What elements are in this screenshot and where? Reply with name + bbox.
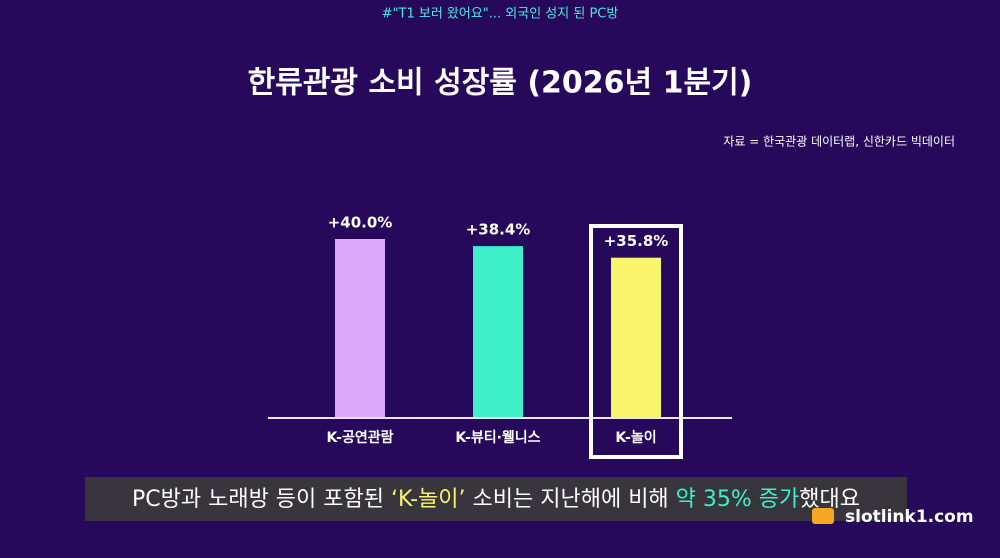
value-label: +38.4%: [466, 221, 531, 239]
caption-part: ‘K-놀이’: [391, 487, 466, 512]
value-label: +40.0%: [328, 214, 393, 232]
header: #"T1 보러 왔어요"... 외국인 성지 된 PC방: [382, 7, 619, 22]
watermark: slotlink1.com: [845, 507, 974, 527]
x-tick-label: K-공연관람: [327, 429, 394, 446]
caption-part: 약 35% 증가: [676, 487, 800, 512]
bar: [611, 257, 661, 417]
x-tick-label: K-뷰티·웰니스: [455, 430, 540, 446]
chart-title: 한류관광 소비 성장률 (2026년 1분기): [248, 66, 753, 101]
watermark-icon: [812, 508, 834, 524]
value-label: +35.8%: [604, 232, 669, 250]
caption-part: 했대요: [799, 487, 860, 512]
caption-bar: [85, 477, 907, 521]
caption: PC방과 노래방 등이 포함된 ‘K-놀이’ 소비는 지난해에 비해 약 35%…: [132, 487, 860, 512]
bar: [335, 239, 385, 417]
source: 자료 = 한국관광 데이터랩, 신한카드 빅데이터: [723, 135, 955, 149]
caption-part: PC방과 노래방 등이 포함된: [132, 487, 391, 512]
bar: [473, 246, 523, 417]
x-tick-label: K-놀이: [615, 429, 656, 446]
caption-part: 소비는 지난해에 비해: [466, 487, 676, 512]
highlight-box: [589, 224, 683, 459]
